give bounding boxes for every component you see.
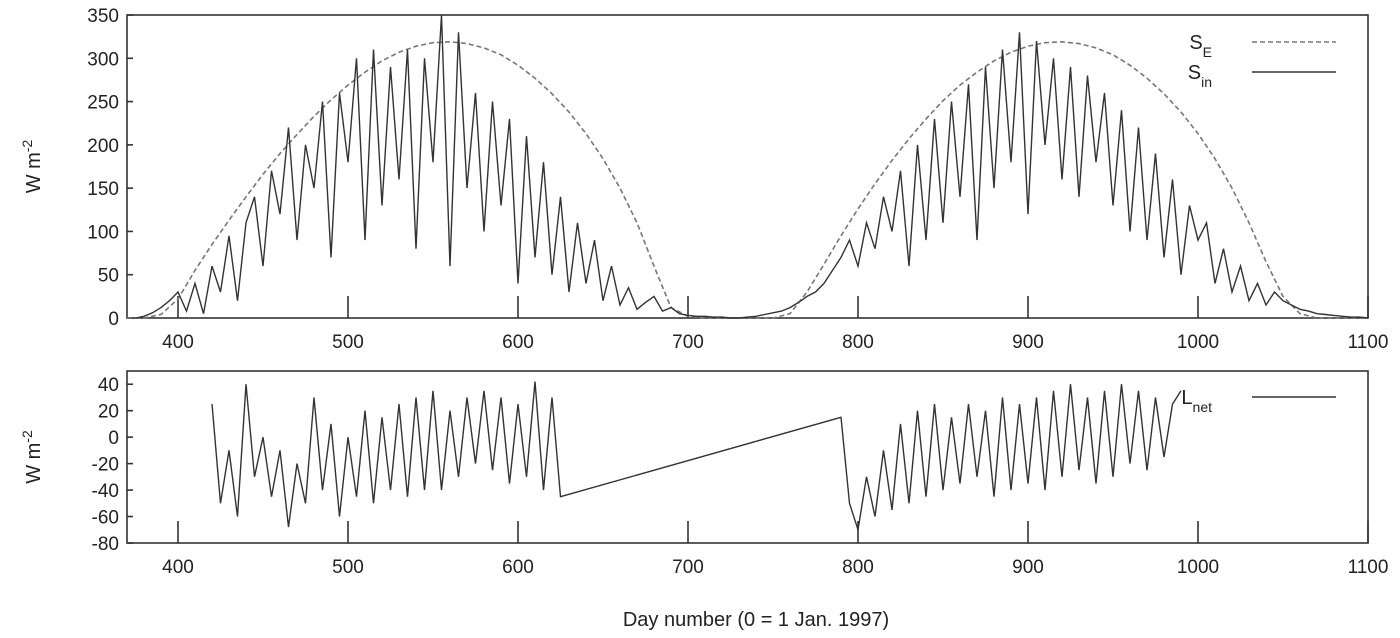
top-x-tick-label: 500 xyxy=(332,332,364,353)
bottom-y-axis-title: W m-2 xyxy=(19,430,45,484)
bottom-x-tick-label: 1000 xyxy=(1177,557,1219,578)
legend-label-s-in: Sin xyxy=(1188,62,1212,90)
bottom-x-tick-label: 700 xyxy=(672,557,704,578)
top-x-tick-label: 900 xyxy=(1012,332,1044,353)
top-x-tick-label: 700 xyxy=(672,332,704,353)
bottom-y-tick-label: 0 xyxy=(108,428,119,449)
top-y-tick-label: 100 xyxy=(87,222,119,243)
legend-label-l-net: Lnet xyxy=(1181,387,1212,415)
bottom-x-tick-label: 900 xyxy=(1012,557,1044,578)
bottom-panel: 400 500 600 700 800 900 1000 1100 -80 -60 -40 -20 0 2… xyxy=(19,370,1389,578)
bottom-plot-frame xyxy=(126,370,1369,544)
bottom-y-tick-label: -80 xyxy=(92,534,119,555)
top-x-tick-label: 800 xyxy=(842,332,874,353)
bottom-y-tick-label: -60 xyxy=(92,508,119,529)
bottom-x-tick-label: 800 xyxy=(842,557,874,578)
top-x-tick-label: 600 xyxy=(502,332,534,353)
top-x-tick-label: 1100 xyxy=(1348,332,1389,353)
top-y-tick-label: 0 xyxy=(108,309,119,330)
bottom-y-tick-label: -20 xyxy=(92,455,119,476)
bottom-y-tick-label: -40 xyxy=(92,481,119,502)
top-y-tick-label: 300 xyxy=(87,49,119,70)
top-y-axis-title: W m-2 xyxy=(19,140,45,194)
bottom-y-tick-label: 20 xyxy=(98,402,119,423)
series-line-s-e xyxy=(127,40,1368,319)
bottom-x-tick-label: 500 xyxy=(332,557,364,578)
bottom-x-tick-label: 1100 xyxy=(1348,557,1389,578)
top-y-tick-label: 200 xyxy=(87,136,119,157)
series-line-l-net xyxy=(211,381,1182,531)
bottom-y-tick-label: 40 xyxy=(98,375,119,396)
top-plot-frame xyxy=(126,14,1369,319)
top-panel: 400 500 600 700 800 900 1000 1100 0 50 100 150 200 25… xyxy=(19,6,1388,353)
top-y-tick-label: 250 xyxy=(87,93,119,114)
bottom-x-tick-label: 600 xyxy=(502,557,534,578)
top-x-tick-label: 1000 xyxy=(1177,332,1219,353)
top-y-tick-label: 50 xyxy=(98,266,119,287)
bottom-x-tick-label: 400 xyxy=(162,557,194,578)
series-line-s-in xyxy=(135,14,1369,319)
x-axis-title: Day number (0 = 1 Jan. 1997) xyxy=(623,609,889,631)
top-y-tick-label: 350 xyxy=(87,6,119,27)
legend-label-s-e: SE xyxy=(1189,32,1212,60)
top-x-tick-label: 400 xyxy=(162,332,194,353)
top-y-tick-label: 150 xyxy=(87,179,119,200)
